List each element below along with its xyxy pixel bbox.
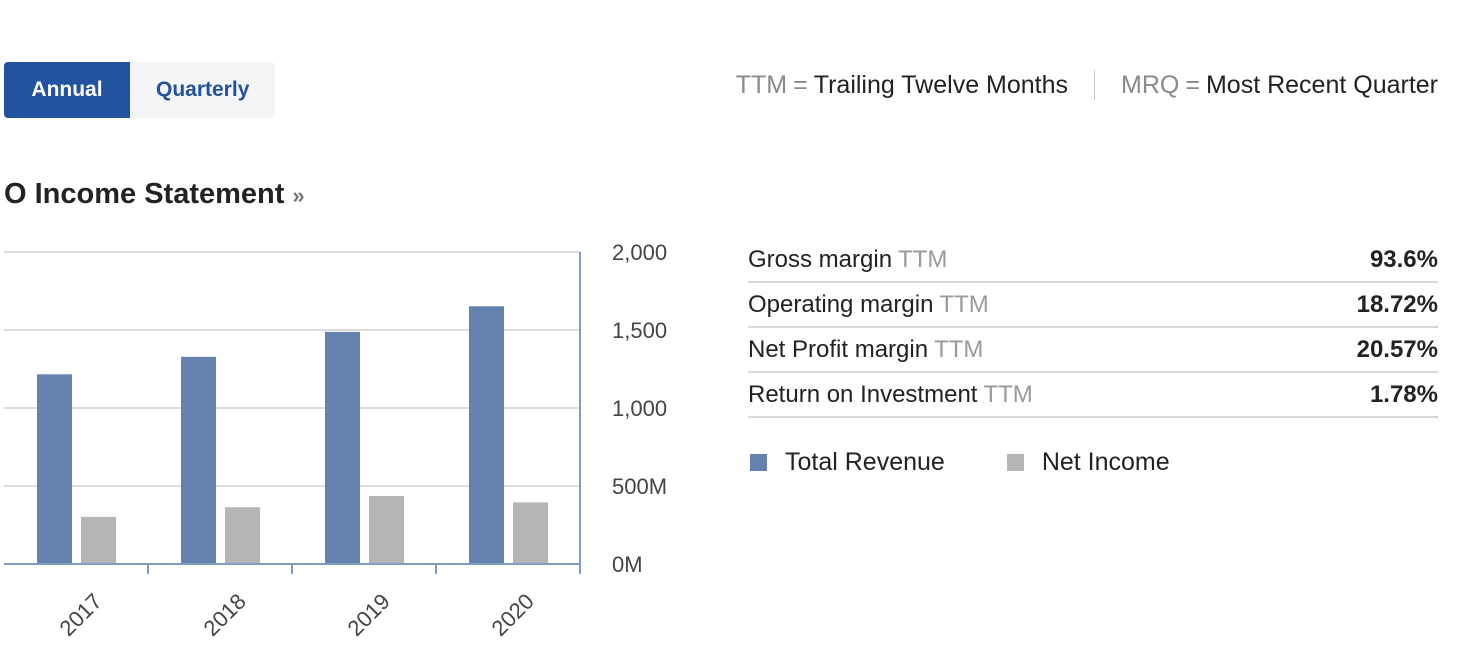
bar-total-revenue — [325, 331, 360, 564]
period-toggle: Annual Quarterly — [4, 62, 276, 118]
ttm-equals: = — [793, 70, 808, 99]
metric-row: Operating margin TTM 18.72% — [748, 283, 1438, 328]
legend-divider — [1094, 70, 1096, 100]
legend-swatch-net-income — [1006, 454, 1024, 471]
y-tick-label: 2,000 — [612, 240, 667, 265]
metric-label: Operating margin — [748, 290, 934, 318]
mrq-full: Most Recent Quarter — [1205, 70, 1438, 99]
mrq-equals: = — [1185, 70, 1200, 99]
metric-label: Gross margin — [748, 245, 893, 273]
x-tick-label: 2020 — [487, 589, 539, 641]
y-tick-label: 1,000 — [612, 396, 667, 421]
y-tick-labels: 0M 500M 1,000 1,500 2,000 — [612, 240, 667, 577]
metric-row: Net Profit margin TTM 20.57% — [748, 328, 1438, 373]
bar-net-income — [369, 495, 404, 564]
chart-legend: Total Revenue Net Income — [750, 448, 1232, 477]
metric-row: Gross margin TTM 93.6% — [748, 238, 1438, 283]
legend-label-revenue: Total Revenue — [785, 448, 945, 476]
bar-total-revenue — [469, 306, 504, 564]
section-title[interactable]: O Income Statement » — [4, 178, 305, 211]
metric-ttm: TTM — [983, 380, 1033, 408]
annual-tab[interactable]: Annual — [4, 62, 130, 118]
legend-item-revenue: Total Revenue — [750, 448, 945, 477]
chart-bars — [37, 306, 548, 564]
income-chart: 0M 500M 1,000 1,500 2,000 2017 2018 2019 2020 — [4, 240, 667, 641]
chart-axes — [4, 252, 581, 574]
metric-ttm: TTM — [934, 335, 984, 363]
quarterly-tab[interactable]: Quarterly — [130, 62, 276, 118]
y-tick-label: 0M — [612, 552, 643, 577]
metric-ttm: TTM — [939, 290, 989, 318]
bar-total-revenue — [37, 374, 72, 564]
metric-ttm: TTM — [898, 245, 948, 273]
metrics-table: Gross margin TTM 93.6% Operating margin TT… — [748, 238, 1438, 418]
metric-value: 20.57% — [1356, 335, 1438, 363]
legend-item-net-income: Net Income — [1006, 448, 1170, 477]
bar-net-income — [513, 502, 548, 564]
metric-value: 18.72% — [1356, 290, 1438, 318]
metric-row: Return on Investment TTM 1.78% — [748, 373, 1438, 418]
metric-label: Net Profit margin — [748, 335, 929, 363]
metric-value: 1.78% — [1369, 380, 1438, 408]
bar-net-income — [225, 507, 260, 564]
bar-total-revenue — [181, 356, 216, 564]
metric-label: Return on Investment — [748, 380, 978, 408]
y-tick-label: 500M — [612, 474, 667, 499]
y-tick-label: 1,500 — [612, 318, 667, 343]
bar-net-income — [81, 516, 116, 564]
section-title-text[interactable]: O Income Statement — [4, 178, 285, 210]
mrq-abbr: MRQ — [1121, 70, 1180, 99]
metric-value: 93.6% — [1369, 245, 1438, 273]
ttm-abbr: TTM — [735, 70, 788, 99]
x-tick-labels: 2017 2018 2019 2020 — [55, 589, 539, 641]
x-tick-label: 2017 — [55, 589, 107, 641]
legend-swatch-revenue — [750, 454, 767, 471]
ttm-full: Trailing Twelve Months — [813, 70, 1069, 99]
legend-label-net-income: Net Income — [1041, 448, 1170, 476]
abbreviation-legend: TTM = Trailing Twelve Months MRQ = Most … — [736, 70, 1438, 100]
chevron-right-icon[interactable]: » — [292, 183, 305, 208]
x-tick-label: 2019 — [343, 589, 395, 641]
x-tick-label: 2018 — [199, 589, 251, 641]
